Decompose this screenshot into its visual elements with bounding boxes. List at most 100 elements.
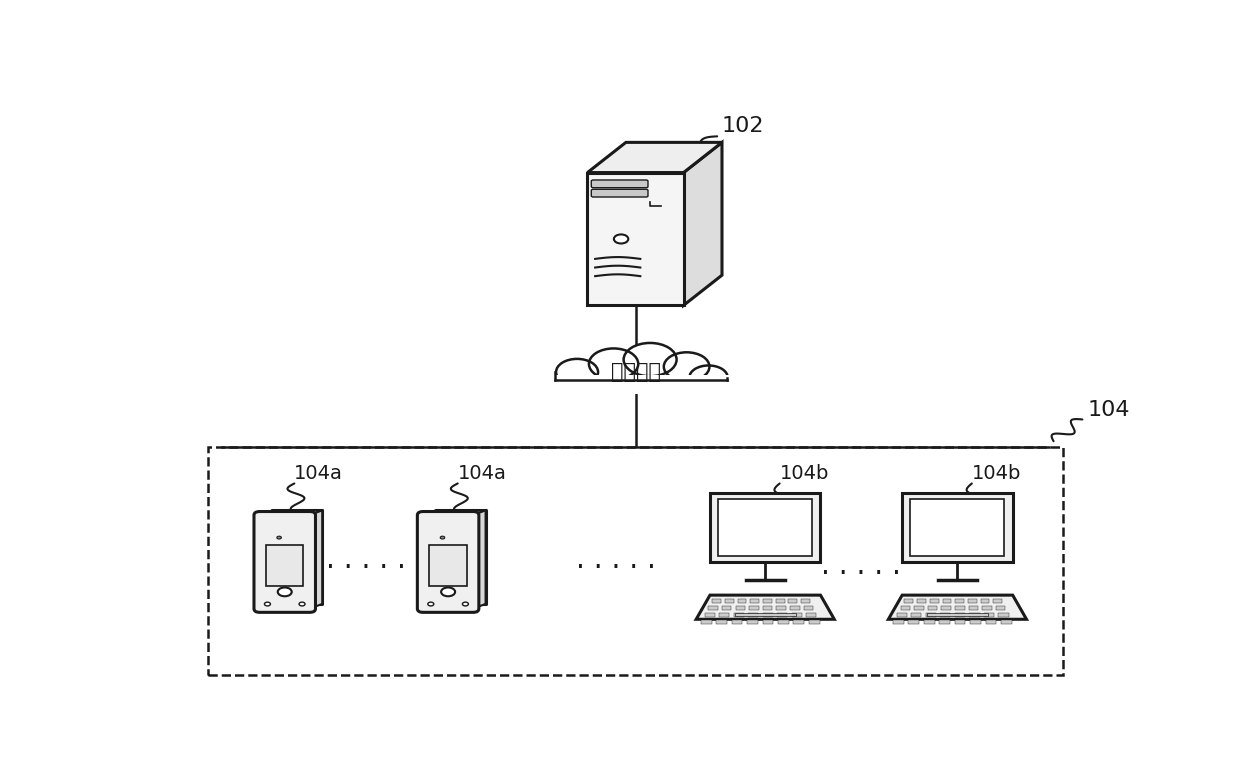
Bar	[748, 613, 759, 617]
Text: 104a: 104a	[294, 464, 343, 484]
Bar	[911, 613, 921, 617]
Text: 网络连接: 网络连接	[610, 361, 661, 382]
Bar	[704, 613, 714, 617]
Bar	[790, 606, 800, 610]
Bar	[904, 599, 913, 604]
Bar	[897, 613, 906, 617]
Bar	[794, 619, 805, 624]
Polygon shape	[588, 172, 683, 306]
Bar	[996, 606, 1006, 610]
Circle shape	[663, 352, 709, 381]
Bar	[777, 613, 787, 617]
Bar	[928, 606, 937, 610]
Circle shape	[556, 359, 598, 385]
Bar	[801, 599, 810, 604]
Polygon shape	[423, 510, 486, 515]
Bar	[789, 599, 797, 604]
Polygon shape	[888, 595, 1027, 619]
Bar	[993, 599, 1002, 604]
Bar	[763, 619, 774, 624]
Bar	[955, 619, 966, 624]
Bar	[982, 606, 992, 610]
Text: · · · · ·: · · · · ·	[326, 554, 407, 582]
Bar	[701, 619, 712, 624]
Polygon shape	[310, 510, 322, 608]
Bar	[970, 619, 981, 624]
Circle shape	[689, 365, 728, 390]
Bar	[900, 606, 910, 610]
Bar	[750, 599, 759, 604]
FancyBboxPatch shape	[418, 511, 479, 612]
Bar	[429, 545, 466, 586]
Bar	[808, 619, 820, 624]
Bar	[777, 619, 789, 624]
Bar	[924, 619, 935, 624]
Bar	[986, 619, 997, 624]
Bar	[792, 613, 802, 617]
Bar	[998, 613, 1008, 617]
Polygon shape	[696, 595, 835, 619]
Bar	[718, 499, 812, 556]
Bar	[940, 613, 951, 617]
Bar	[708, 606, 718, 610]
Text: 102: 102	[722, 116, 765, 136]
Bar	[735, 606, 745, 610]
Text: · · · · ·: · · · · ·	[821, 560, 901, 588]
Bar	[1001, 619, 1012, 624]
FancyBboxPatch shape	[254, 511, 315, 612]
Circle shape	[428, 602, 434, 606]
Bar	[735, 613, 796, 616]
Circle shape	[589, 348, 639, 379]
Polygon shape	[552, 375, 730, 394]
Bar	[749, 606, 759, 610]
Bar	[926, 613, 936, 617]
Text: · · · · ·: · · · · ·	[577, 554, 656, 582]
Polygon shape	[474, 510, 486, 608]
Bar	[893, 619, 904, 624]
Bar	[918, 599, 926, 604]
Polygon shape	[423, 515, 474, 608]
Bar	[719, 613, 729, 617]
Polygon shape	[273, 510, 322, 604]
Bar	[940, 619, 950, 624]
Text: 104b: 104b	[780, 464, 830, 484]
Circle shape	[624, 343, 677, 376]
Bar	[806, 613, 816, 617]
Circle shape	[440, 536, 445, 539]
Bar	[804, 606, 813, 610]
Bar	[763, 606, 773, 610]
Circle shape	[441, 587, 455, 597]
Polygon shape	[552, 372, 730, 394]
Bar	[985, 613, 994, 617]
Polygon shape	[435, 510, 486, 604]
Bar	[722, 606, 732, 610]
Bar	[711, 492, 821, 562]
Bar	[968, 606, 978, 610]
Bar	[981, 599, 990, 604]
Bar	[776, 599, 785, 604]
Bar	[914, 606, 924, 610]
Bar	[776, 606, 786, 610]
Bar	[717, 619, 727, 624]
Bar	[734, 613, 744, 617]
Text: 104b: 104b	[972, 464, 1022, 484]
Bar	[725, 599, 734, 604]
Bar	[930, 599, 939, 604]
Bar	[732, 619, 743, 624]
Bar	[763, 613, 773, 617]
Bar	[267, 545, 304, 586]
Bar	[942, 599, 951, 604]
Polygon shape	[259, 510, 322, 515]
Polygon shape	[683, 143, 722, 306]
Bar	[955, 606, 965, 610]
Bar	[738, 599, 746, 604]
Text: 104: 104	[1087, 400, 1130, 420]
Bar	[955, 613, 965, 617]
Circle shape	[278, 587, 291, 597]
Bar	[903, 492, 1013, 562]
Bar	[712, 599, 720, 604]
Bar	[955, 599, 963, 604]
Circle shape	[463, 602, 469, 606]
Bar	[909, 619, 919, 624]
Bar	[763, 599, 771, 604]
